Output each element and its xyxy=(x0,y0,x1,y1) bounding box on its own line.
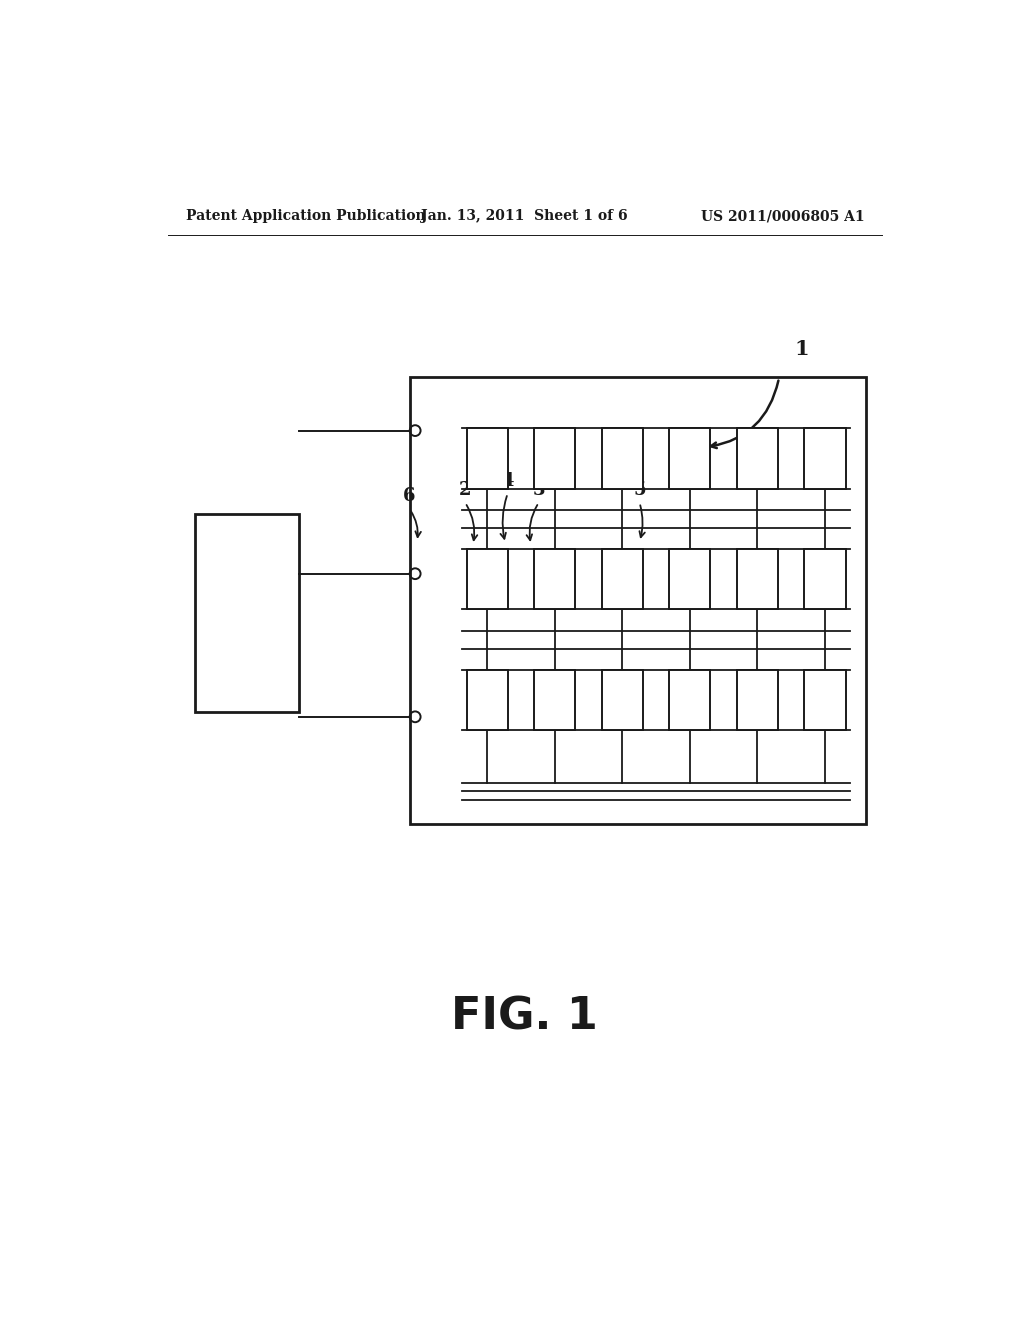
Bar xyxy=(737,549,778,610)
Bar xyxy=(805,429,846,488)
Bar xyxy=(805,669,846,730)
Bar xyxy=(467,669,508,730)
Bar xyxy=(535,549,575,610)
Bar xyxy=(535,429,575,488)
Bar xyxy=(196,513,299,713)
Text: 4: 4 xyxy=(502,471,514,490)
Bar xyxy=(602,549,643,610)
Text: 3: 3 xyxy=(532,480,545,499)
Bar xyxy=(670,669,711,730)
Text: FIG. 1: FIG. 1 xyxy=(452,995,598,1039)
Bar xyxy=(467,429,508,488)
Bar xyxy=(670,549,711,610)
Text: 2: 2 xyxy=(459,480,471,499)
Text: 5: 5 xyxy=(633,480,646,499)
Text: 1: 1 xyxy=(795,339,809,359)
Bar xyxy=(670,429,711,488)
Text: 6: 6 xyxy=(403,487,416,506)
Bar xyxy=(602,669,643,730)
Bar xyxy=(467,549,508,610)
Bar xyxy=(535,669,575,730)
Bar xyxy=(602,429,643,488)
Bar xyxy=(737,429,778,488)
Text: US 2011/0006805 A1: US 2011/0006805 A1 xyxy=(700,209,864,223)
Text: Patent Application Publication: Patent Application Publication xyxy=(186,209,426,223)
Bar xyxy=(737,669,778,730)
Bar xyxy=(805,549,846,610)
Text: Jan. 13, 2011  Sheet 1 of 6: Jan. 13, 2011 Sheet 1 of 6 xyxy=(422,209,628,223)
Bar xyxy=(410,378,866,824)
